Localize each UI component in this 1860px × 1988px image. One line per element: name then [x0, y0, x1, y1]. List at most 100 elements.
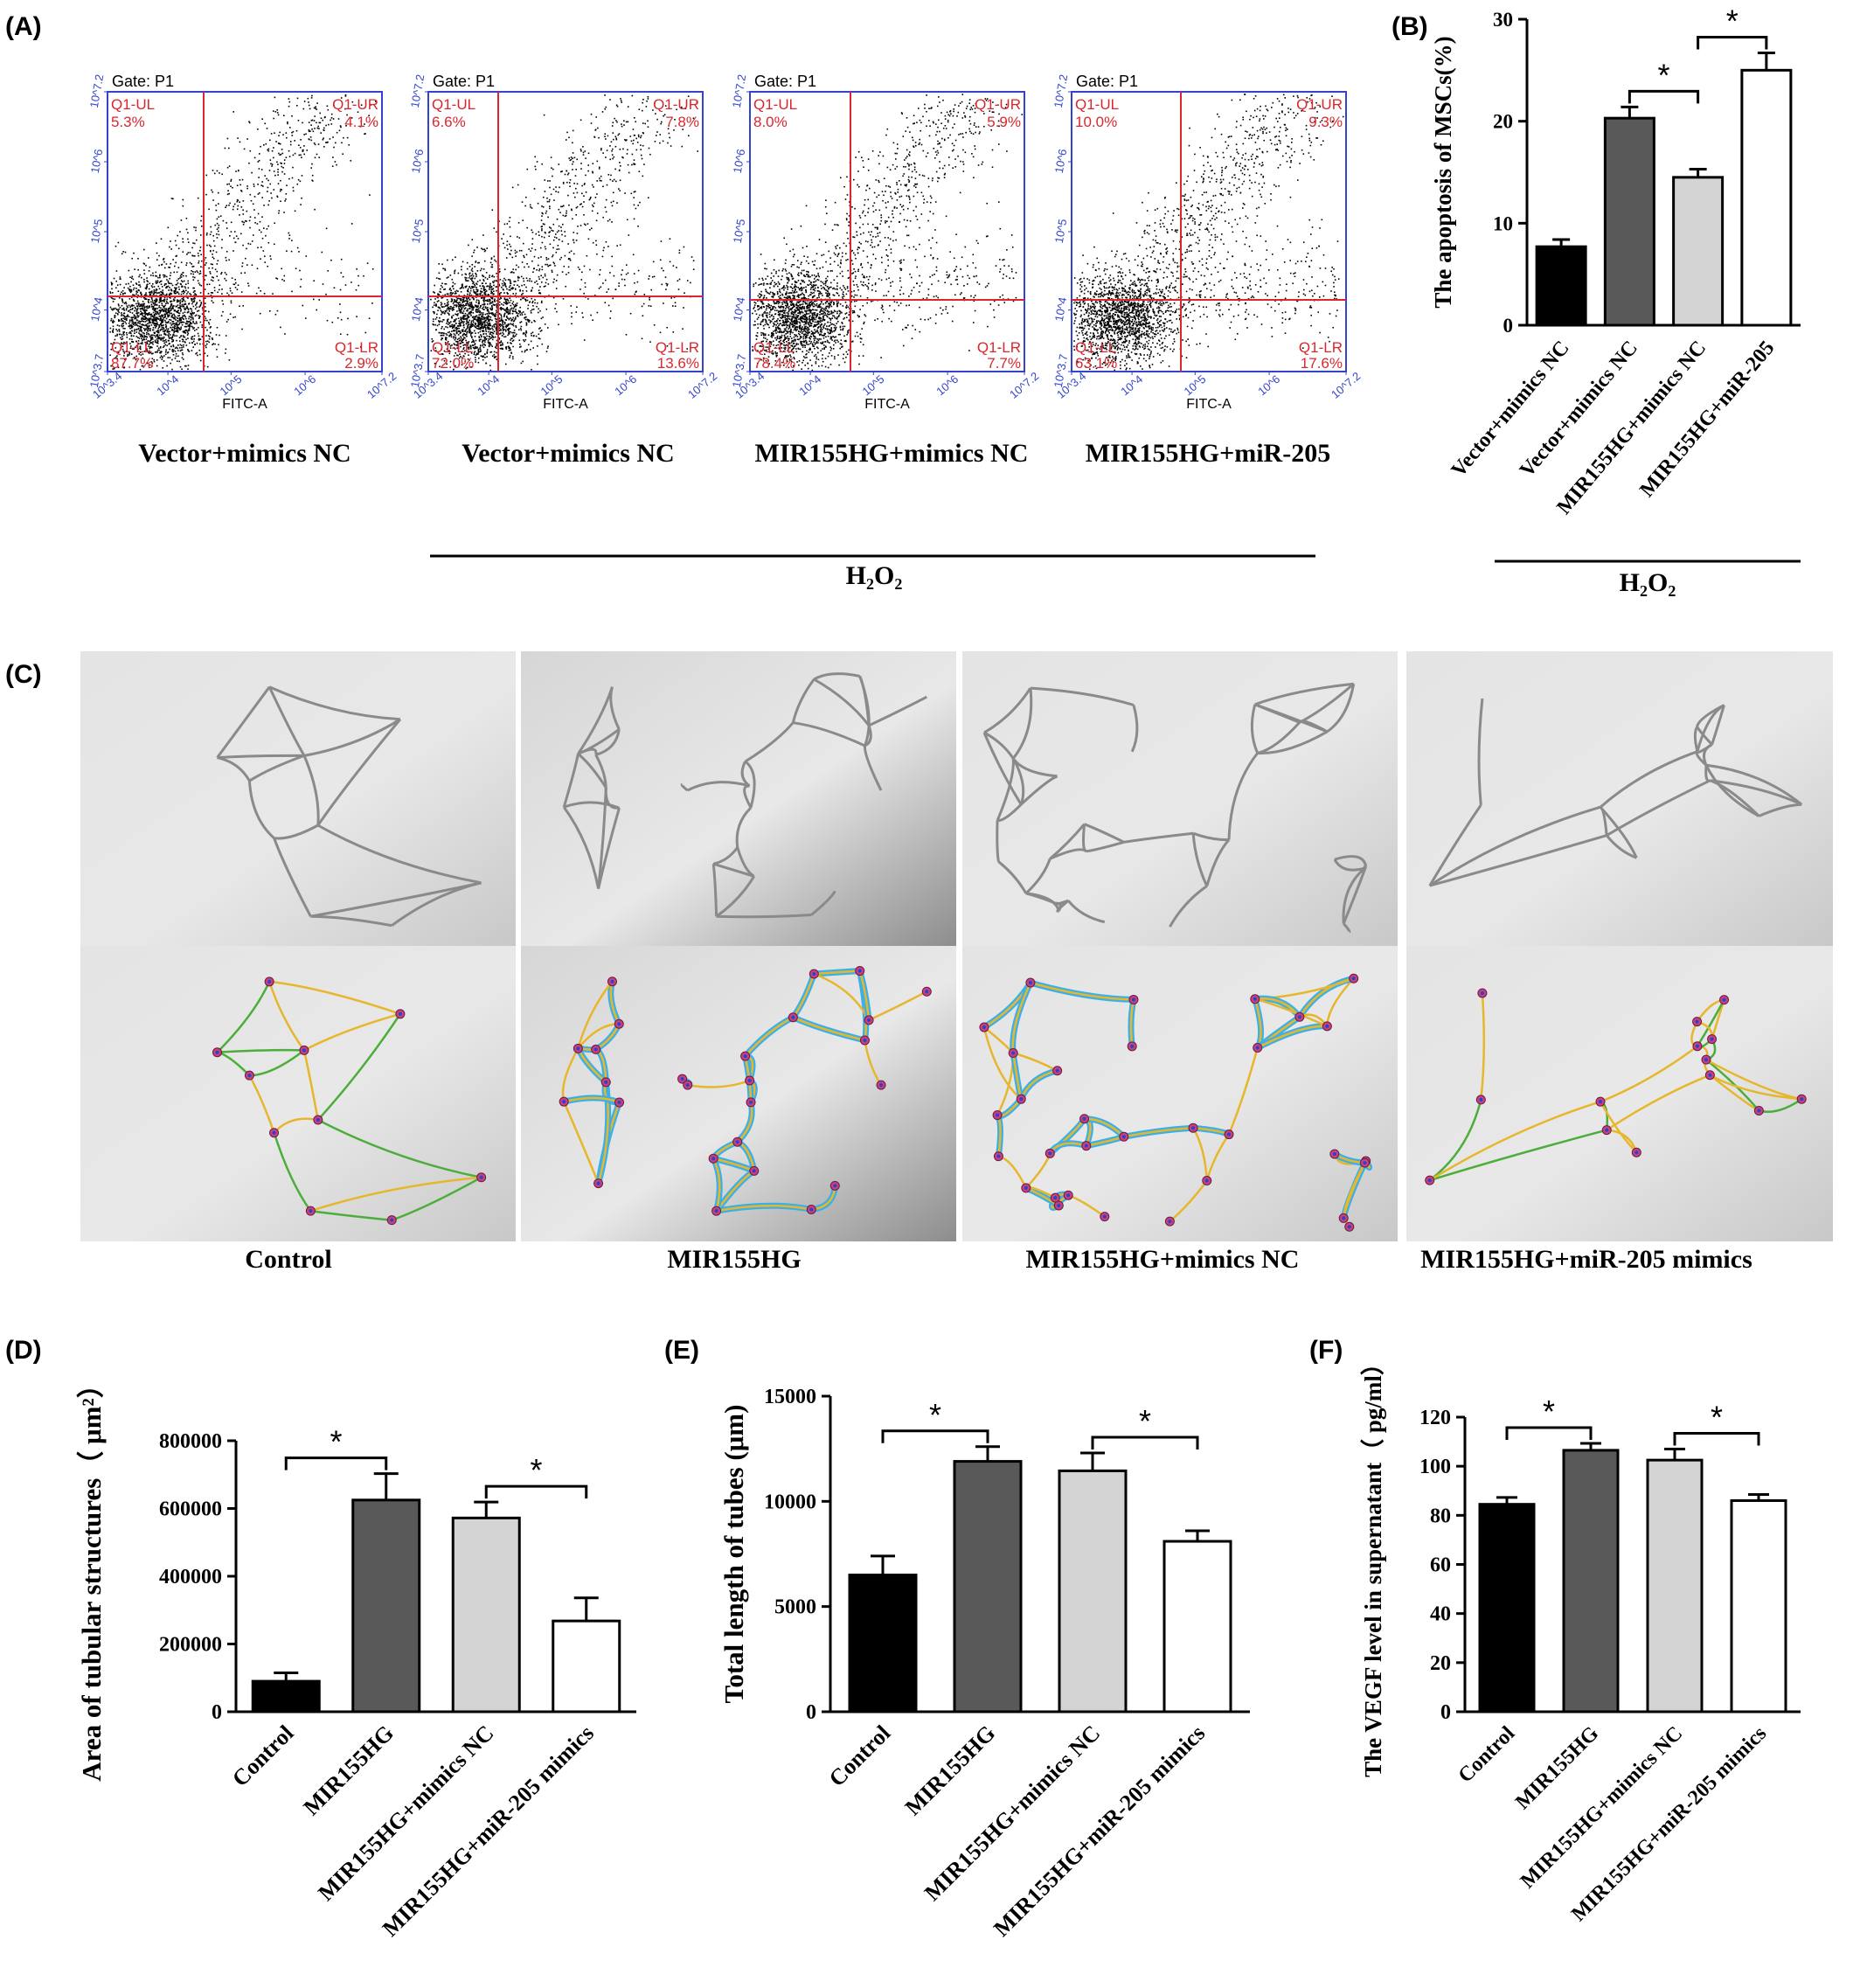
flow-caption-2: Vector+mimics NC [462, 439, 675, 468]
quadrant-ul-value: 6.6% [432, 114, 466, 130]
significance-star: * [1139, 1403, 1151, 1439]
quadrant-ll-name: Q1-LL [1075, 339, 1116, 356]
image-background [80, 946, 516, 1241]
significance-bracket [1505, 1426, 1593, 1441]
category-label: Vector+mimics NC [1516, 337, 1642, 482]
bar-2 [953, 1460, 1023, 1713]
junction-nodes [559, 966, 932, 1216]
y-tick-label: 0 [1440, 1701, 1451, 1724]
significance-star: * [1657, 57, 1669, 93]
y-tick-label: 800000 [159, 1430, 222, 1453]
quadrant-ll-name: Q1-LL [432, 339, 473, 356]
y-tick-label: 0 [806, 1701, 816, 1724]
y-tick-label: 10^3.7 [87, 353, 106, 389]
y-tick-label: 10^6 [88, 148, 106, 174]
y-axis-label: The apoptosis of MSCs(%) [1430, 36, 1456, 308]
significance-bracket [881, 1429, 989, 1443]
y-tick-label: 400000 [159, 1566, 222, 1588]
y-tick-label: 120 [1419, 1407, 1451, 1429]
y-tick-label: 10^6 [409, 148, 427, 174]
quadrant-ul-value: 10.0% [1075, 114, 1117, 130]
category-label: Control [1454, 1722, 1520, 1788]
significance-bracket [284, 1456, 388, 1470]
category-label: MIR155HG+mimics NC [313, 1720, 498, 1906]
bar-1 [1478, 1503, 1536, 1713]
flow-events [1073, 94, 1344, 372]
significance-star: * [1543, 1394, 1555, 1429]
quadrant-ur-name: Q1-UR [975, 96, 1021, 113]
panel-label-a: (A) [5, 12, 42, 41]
quadrant-lr-name: Q1-LR [1299, 339, 1343, 356]
junction-nodes [979, 973, 1371, 1232]
quadrant-ll-value: 87.7% [111, 355, 153, 372]
significance-bracket [484, 1484, 588, 1499]
image-caption-1: Control [245, 1245, 332, 1274]
chart-F: 0 20 40 60 80 100 120 The VEGF level in superna… [1360, 1352, 1801, 1926]
bar-4 [1162, 1540, 1232, 1713]
y-tick-label: 40 [1430, 1603, 1451, 1626]
flow-caption-3: MIR155HG+mimics NC [754, 439, 1029, 468]
y-tick-label: 80 [1430, 1505, 1451, 1527]
flow-x-axis-label: FITC-A [864, 397, 910, 412]
category-label: MIR155HG [1511, 1722, 1603, 1814]
quadrant-lr-name: Q1-LR [977, 339, 1021, 356]
tube-network [562, 672, 927, 919]
significance-bracket [1697, 36, 1768, 50]
significance-star: * [929, 1397, 941, 1433]
x-tick-label: 10^5 [538, 372, 566, 398]
x-tick-label: 10^6 [1255, 372, 1282, 398]
chart-E: 0 5000 10000 15000 Total length of tubes (μm… [718, 1386, 1250, 1942]
panel-label-e: (E) [664, 1336, 699, 1365]
flow-group-label: H₂O₂ [845, 561, 903, 590]
y-tick-label: 600000 [159, 1498, 222, 1521]
significance-star: * [530, 1452, 542, 1488]
bar-1 [251, 1679, 321, 1713]
image-caption-4: MIR155HG+miR-205 mimics [1420, 1245, 1752, 1274]
y-tick-label: 10^7.2 [408, 73, 427, 109]
microscopy-image-4 [1406, 651, 1833, 947]
quadrant-ll-name: Q1-LL [753, 339, 795, 356]
y-tick-label: 10^6 [731, 148, 748, 174]
quadrant-ur-name: Q1-UR [653, 96, 699, 113]
flow-events [752, 94, 1024, 372]
panel-label-d: (D) [5, 1336, 42, 1365]
category-label: MIR155HG+miR-205 mimics [378, 1720, 599, 1942]
quadrant-lr-value: 2.9% [344, 355, 378, 372]
annotated-image-3 [962, 946, 1398, 1241]
category-label: Vector+mimics NC [1447, 337, 1574, 482]
panel-label-b: (B) [1392, 12, 1428, 41]
y-tick-label: 100 [1419, 1456, 1451, 1478]
quadrant-ur-name: Q1-UR [332, 96, 378, 113]
annotated-image-4 [1406, 946, 1833, 1241]
y-tick-label: 10 [1493, 212, 1513, 234]
y-tick-label: 15000 [764, 1386, 816, 1408]
tube-network [1428, 698, 1803, 887]
y-tick-label: 10^4 [1052, 296, 1070, 323]
y-tick-label: 20 [1493, 111, 1513, 133]
y-tick-label: 10^6 [1052, 148, 1070, 174]
quadrant-ur-value: 4.1% [344, 114, 378, 130]
category-label: Control [824, 1720, 895, 1791]
junction-nodes [1425, 988, 1807, 1185]
quadrant-ul-name: Q1-UL [753, 96, 797, 113]
y-axis-label: Total length of tubes (μm) [718, 1405, 749, 1704]
annotated-image-2 [521, 946, 956, 1241]
y-tick-label: 60 [1430, 1554, 1451, 1577]
quadrant-ul-value: 8.0% [753, 114, 788, 130]
quadrant-ul-value: 5.3% [111, 114, 145, 130]
category-label: MIR155HG [299, 1720, 399, 1820]
quadrant-ll-value: 63.1% [1075, 355, 1117, 372]
microscopy-image-2 [521, 651, 956, 947]
bar-4 [1740, 68, 1793, 327]
bar-2 [351, 1498, 421, 1713]
panel-label-f: (F) [1309, 1336, 1343, 1365]
tube-network [982, 682, 1368, 934]
flow-gate-label: Gate: P1 [1076, 73, 1138, 90]
y-tick-label: 10^3.7 [1051, 353, 1070, 389]
y-tick-label: 10^3.7 [408, 353, 427, 389]
quadrant-ur-value: 7.8% [665, 114, 699, 130]
bar-2 [1562, 1449, 1620, 1713]
x-tick-label: 10^6 [291, 372, 318, 398]
